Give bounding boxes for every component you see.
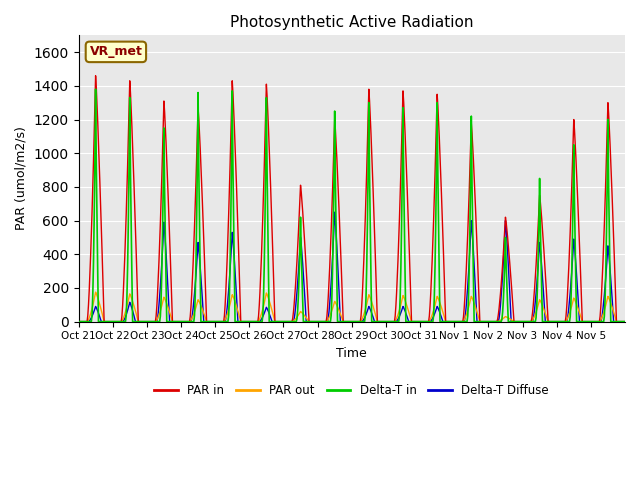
X-axis label: Time: Time [337, 347, 367, 360]
Text: VR_met: VR_met [90, 46, 142, 59]
Legend: PAR in, PAR out, Delta-T in, Delta-T Diffuse: PAR in, PAR out, Delta-T in, Delta-T Dif… [150, 379, 554, 402]
Title: Photosynthetic Active Radiation: Photosynthetic Active Radiation [230, 15, 474, 30]
Y-axis label: PAR (umol/m2/s): PAR (umol/m2/s) [15, 127, 28, 230]
